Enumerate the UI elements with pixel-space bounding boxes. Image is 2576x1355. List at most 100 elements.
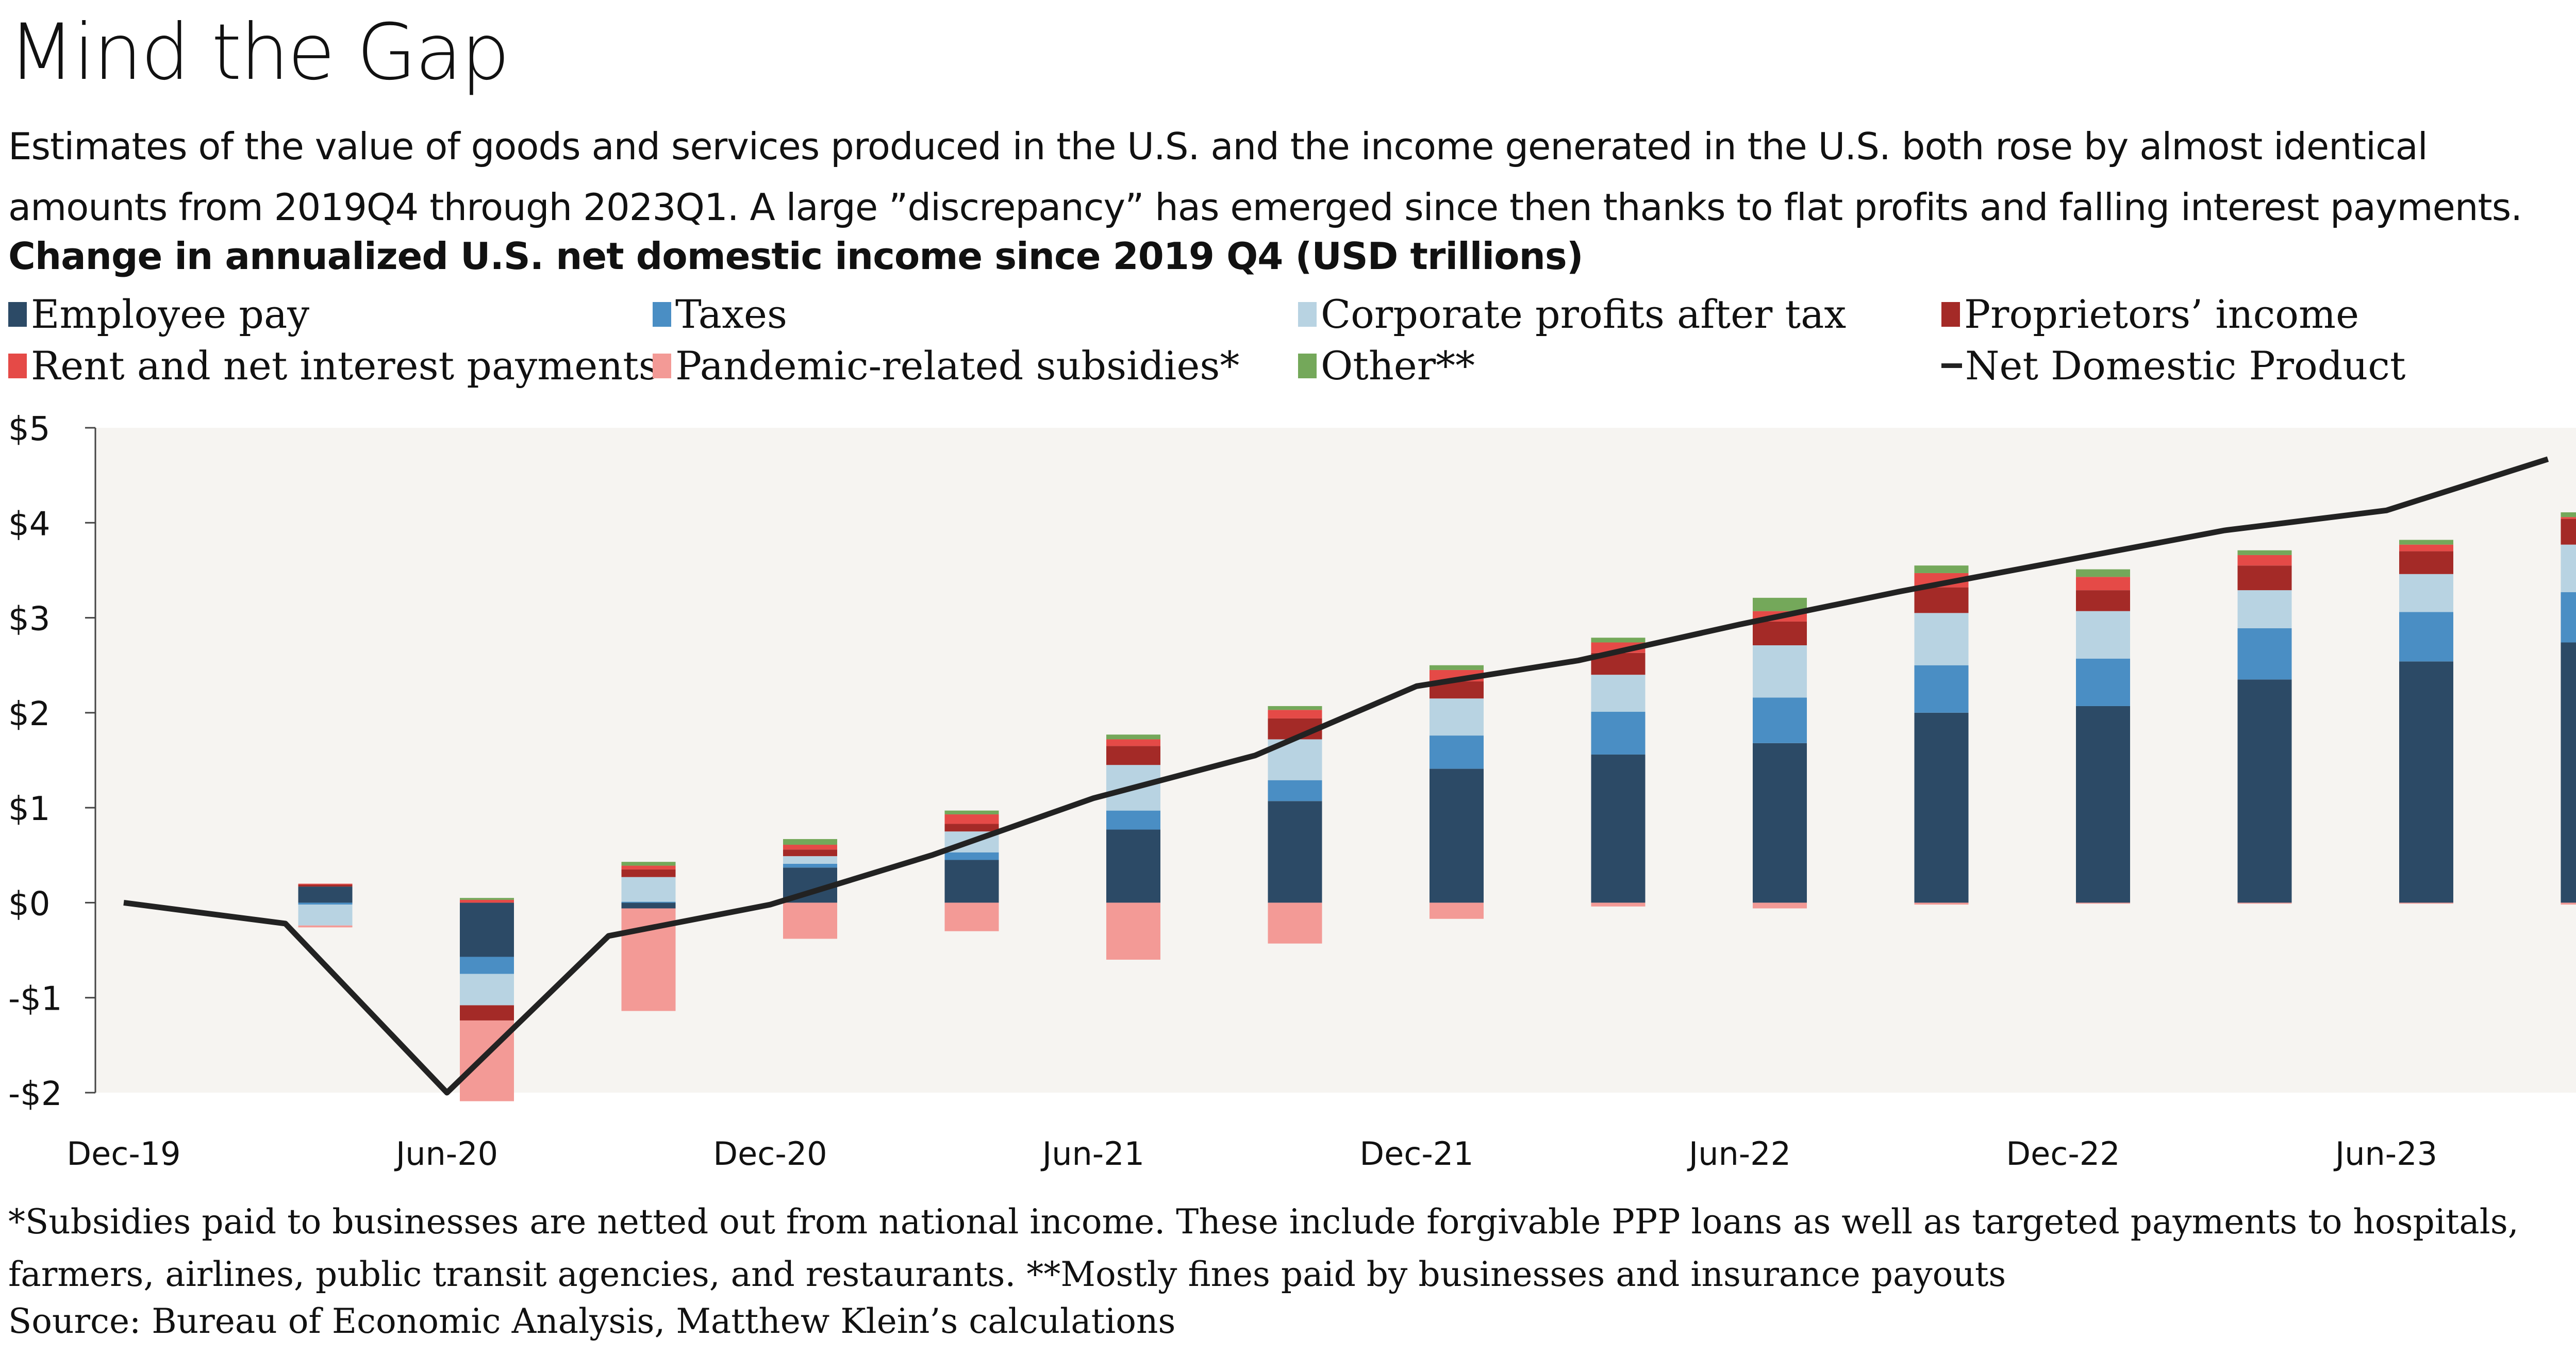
x-tick-label: Jun-21 xyxy=(1040,1135,1144,1173)
chart-heading: Change in annualized U.S. net domestic i… xyxy=(8,235,1584,278)
bar-segment-employee-pay xyxy=(1430,768,1484,903)
bar-segment-employee-pay xyxy=(2237,679,2292,903)
legend-label: Corporate profits after tax xyxy=(1321,291,1847,337)
bar-segment-other xyxy=(2076,569,2130,577)
bar-segment-other xyxy=(2237,550,2292,555)
bar-segment-employee-pay xyxy=(1106,829,1160,903)
bar-segment-proprietors-income xyxy=(2076,590,2130,611)
bar-segment-rent-and-net-interest-payments xyxy=(944,814,999,824)
bar-segment-corporate-profits-after-tax xyxy=(1914,613,1969,665)
bar-segment-taxes xyxy=(1914,665,1969,713)
bar-segment-rent-and-net-interest-payments xyxy=(1106,739,1160,746)
bar-segment-other xyxy=(783,839,837,845)
bar-segment-proprietors-income xyxy=(1106,746,1160,765)
bar-segment-taxes xyxy=(1753,697,1807,743)
bar-segment-pandemic-related-subsidies xyxy=(2561,902,2576,905)
x-tick-label: Dec-20 xyxy=(713,1135,827,1173)
y-tick-label: $0 xyxy=(8,885,50,923)
x-tick-label: Jun-22 xyxy=(1687,1135,1791,1173)
legend-item-proprietors-income: Proprietors’ income xyxy=(1941,291,2359,337)
legend-item-net-domestic-product: Net Domestic Product xyxy=(1941,343,2405,389)
bar-segment-taxes xyxy=(1268,780,1322,801)
legend-swatch xyxy=(1298,302,1317,327)
bar-segment-other xyxy=(621,862,676,866)
bar-segment-pandemic-related-subsidies xyxy=(1106,902,1160,960)
bar-segment-employee-pay xyxy=(2076,706,2130,903)
bar-segment-taxes xyxy=(944,852,999,860)
bar-segment-taxes xyxy=(1430,735,1484,769)
legend-item-rent-interest: Rent and net interest payments xyxy=(8,343,659,389)
legend-swatch xyxy=(8,353,27,378)
bar-segment-other xyxy=(1914,565,1969,573)
bar-segment-proprietors-income xyxy=(621,869,676,877)
legend-swatch xyxy=(1298,353,1317,378)
bar-segment-proprietors-income xyxy=(2561,518,2576,545)
bar-segment-proprietors-income xyxy=(783,849,837,857)
bar-segment-other xyxy=(2561,512,2576,517)
legend-label: Taxes xyxy=(675,291,787,337)
bar-segment-corporate-profits-after-tax xyxy=(2561,544,2576,592)
bar-segment-taxes xyxy=(2076,658,2130,706)
bar-segment-employee-pay xyxy=(298,886,353,903)
legend-item-corporate-profits: Corporate profits after tax xyxy=(1298,291,1846,337)
bar-segment-rent-and-net-interest-payments xyxy=(2561,517,2576,519)
bar-segment-pandemic-related-subsidies xyxy=(2399,902,2453,904)
bar-segment-other xyxy=(1753,597,1807,611)
bar-segment-rent-and-net-interest-payments xyxy=(1268,710,1322,718)
legend-label: Other** xyxy=(1321,343,1475,389)
legend: Employee pay Taxes Corporate profits aft… xyxy=(8,291,2570,399)
bar-segment-proprietors-income xyxy=(2237,565,2292,591)
bar-segment-taxes xyxy=(298,902,353,905)
bar-segment-proprietors-income xyxy=(1914,587,1969,613)
bar-segment-employee-pay xyxy=(621,902,676,909)
legend-swatch xyxy=(653,302,671,327)
legend-item-pandemic-subsidies: Pandemic-related subsidies* xyxy=(653,343,1239,389)
footnote: *Subsidies paid to businesses are netted… xyxy=(8,1202,2519,1294)
x-axis: Dec-19 Jun-20 Dec-20 Jun-21 Dec-21 Jun-22 Dec-… xyxy=(67,1135,2437,1173)
bar-segment-proprietors-income xyxy=(298,884,353,887)
bar-segment-other xyxy=(2399,540,2453,545)
bar-segment-corporate-profits-after-tax xyxy=(460,974,514,1006)
y-tick-label: $2 xyxy=(8,695,50,733)
legend-item-employee-pay: Employee pay xyxy=(8,291,309,337)
bar-segment-pandemic-related-subsidies xyxy=(1591,902,1646,907)
bar-segment-pandemic-related-subsidies xyxy=(944,902,999,931)
bar-segment-employee-pay xyxy=(944,860,999,903)
bar-segment-rent-and-net-interest-payments xyxy=(783,845,837,850)
legend-label: Pandemic-related subsidies* xyxy=(675,343,1240,389)
bar-segment-employee-pay xyxy=(1914,712,1969,903)
y-tick-label: -$2 xyxy=(8,1075,62,1113)
bar-segment-pandemic-related-subsidies xyxy=(1753,902,1807,909)
bar-segment-corporate-profits-after-tax xyxy=(1430,698,1484,736)
bar-segment-corporate-profits-after-tax xyxy=(2076,611,2130,659)
legend-label: Net Domestic Product xyxy=(1965,343,2406,389)
bar-segment-pandemic-related-subsidies xyxy=(2237,902,2292,904)
y-axis: $5 $4 $3 $2 $1 $0 -$1 -$2 xyxy=(8,412,96,1113)
bar-segment-taxes xyxy=(1591,712,1646,755)
bar-segment-taxes xyxy=(2237,628,2292,680)
legend-label: Employee pay xyxy=(31,291,310,337)
bar-segment-proprietors-income xyxy=(944,824,999,832)
legend-swatch xyxy=(1941,302,1960,327)
bar-segment-corporate-profits-after-tax xyxy=(1591,675,1646,712)
bar-segment-pandemic-related-subsidies xyxy=(1430,902,1484,919)
bar-segment-taxes xyxy=(1106,810,1160,830)
bar-segment-rent-and-net-interest-payments xyxy=(2237,555,2292,566)
bar-segment-corporate-profits-after-tax xyxy=(783,856,837,864)
bar-segment-employee-pay xyxy=(460,902,514,957)
legend-swatch xyxy=(653,353,671,378)
bar-segment-rent-and-net-interest-payments xyxy=(460,899,514,903)
bar-segment-pandemic-related-subsidies xyxy=(298,925,353,928)
bar-segment-proprietors-income xyxy=(460,1005,514,1021)
bar-segment-other xyxy=(460,898,514,900)
legend-label: Rent and net interest payments xyxy=(31,343,659,389)
x-tick-label: Dec-21 xyxy=(1359,1135,1473,1173)
line-group xyxy=(123,456,2549,1096)
bar-segment-corporate-profits-after-tax xyxy=(1753,645,1807,698)
y-tick-label: $3 xyxy=(8,600,50,639)
bar-segment-corporate-profits-after-tax xyxy=(621,877,676,902)
bar-segment-taxes xyxy=(460,957,514,974)
legend-swatch xyxy=(1941,363,1962,368)
legend-swatch xyxy=(8,302,27,327)
bar-segment-corporate-profits-after-tax xyxy=(2237,590,2292,628)
